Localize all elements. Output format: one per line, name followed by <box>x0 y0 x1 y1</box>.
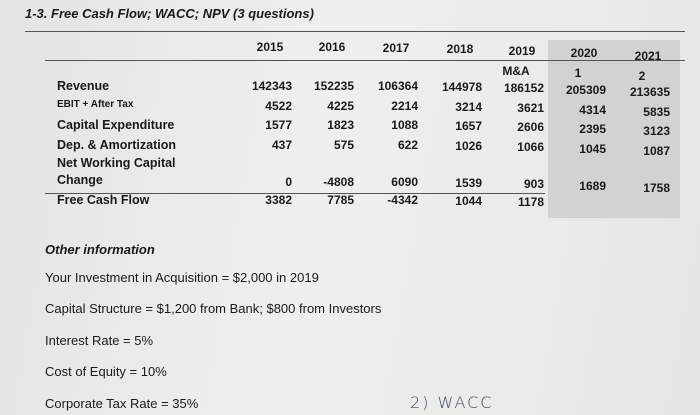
cell-value: 903 <box>523 177 544 191</box>
cell-value: 186152 <box>503 81 544 95</box>
cell-value: 2214 <box>391 99 418 113</box>
year-header: 2017 <box>382 41 410 55</box>
row-label: Net Working Capital Change <box>57 156 176 187</box>
cell-value: 4314 <box>579 103 606 117</box>
info-line: Corporate Tax Rate = 35% <box>45 396 199 411</box>
cell-value: 1689 <box>579 179 606 193</box>
cell-value: 1026 <box>455 139 482 153</box>
info-line: Interest Rate = 5% <box>45 333 154 348</box>
cell-value: 5835 <box>643 105 670 119</box>
sub-header: 1 <box>574 66 582 80</box>
cell-value: 4225 <box>327 99 354 113</box>
cell-value: 1088 <box>391 118 418 132</box>
cell-value: 1087 <box>643 144 670 158</box>
cell-value: 7785 <box>327 193 354 207</box>
sub-header: 2 <box>638 69 646 83</box>
cell-value: 1823 <box>327 118 354 132</box>
cell-value: 106364 <box>377 79 418 93</box>
cell-value: 142343 <box>251 79 292 93</box>
cell-value: 575 <box>333 138 354 152</box>
cell-value: 1758 <box>643 181 670 195</box>
cell-value: 1577 <box>265 118 292 132</box>
cell-value: 622 <box>397 138 418 152</box>
cell-value: 213635 <box>629 85 670 99</box>
info-line: Cost of Equity = 10% <box>45 364 167 379</box>
cell-value: 1066 <box>517 140 544 154</box>
row-label: Free Cash Flow <box>57 193 150 207</box>
cell-value: -4808 <box>323 175 354 189</box>
cell-value: 3214 <box>455 100 482 114</box>
cell-value: -4342 <box>387 193 418 207</box>
year-header: 2019 <box>508 44 536 58</box>
rule <box>45 193 545 194</box>
cell-value: 4522 <box>265 99 292 113</box>
rule <box>25 31 685 32</box>
handwritten-note: 2) WACC <box>410 393 494 412</box>
cell-value: 1657 <box>455 119 482 133</box>
cell-value: 1044 <box>455 194 482 208</box>
cell-value: 6090 <box>391 175 418 189</box>
shade <box>548 40 680 218</box>
info-line: Your Investment in Acquisition = $2,000 … <box>45 270 319 285</box>
cell-value: 0 <box>285 175 292 189</box>
info-line: Capital Structure = $1,200 from Bank; $8… <box>45 301 382 316</box>
row-label: EBIT + After Tax <box>57 99 134 110</box>
other-heading: Other information <box>45 242 155 257</box>
sub-header: M&A <box>502 64 530 78</box>
cell-value: 2606 <box>517 120 544 134</box>
row-label: Capital Expenditure <box>57 118 175 132</box>
cell-value: 3621 <box>517 101 544 115</box>
cell-value: 205309 <box>565 83 606 97</box>
cell-value: 1178 <box>517 195 544 209</box>
rule <box>45 60 685 61</box>
year-header: 2020 <box>570 46 598 60</box>
year-header: 2015 <box>256 40 284 54</box>
row-label: Dep. & Amortization <box>57 138 176 152</box>
cell-value: 437 <box>271 138 292 152</box>
cell-value: 1045 <box>579 142 606 156</box>
cell-value: 3382 <box>265 193 292 207</box>
year-header: 2018 <box>446 42 474 56</box>
cell-value: 2395 <box>579 122 606 136</box>
year-header: 2016 <box>318 40 346 54</box>
row-label: Revenue <box>57 79 110 93</box>
cell-value: 152235 <box>313 79 354 93</box>
cell-value: 144978 <box>441 80 482 94</box>
cell-value: 1539 <box>455 176 482 190</box>
year-header: 2021 <box>634 49 662 63</box>
cell-value: 3123 <box>643 124 670 138</box>
title: 1-3. Free Cash Flow; WACC; NPV (3 questi… <box>25 6 314 21</box>
